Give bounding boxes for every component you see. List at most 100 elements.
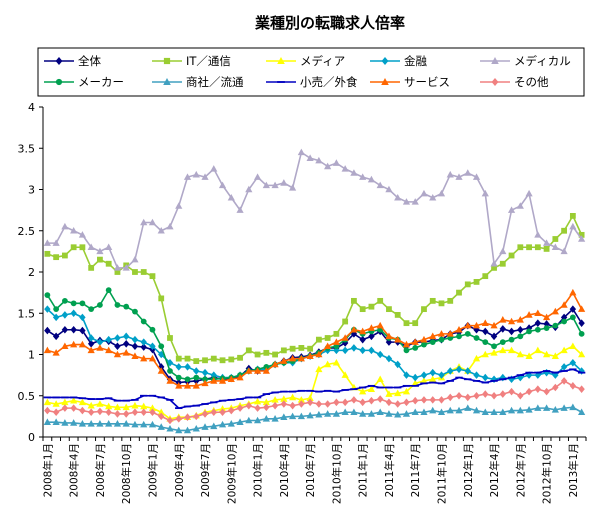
data-point <box>166 398 174 401</box>
data-point <box>551 371 560 374</box>
data-point <box>516 374 525 377</box>
data-point <box>420 396 428 404</box>
data-point <box>402 340 411 348</box>
data-point <box>508 336 515 343</box>
data-point <box>351 297 357 304</box>
data-point <box>368 303 375 310</box>
data-point <box>253 416 262 424</box>
legend-marker <box>491 78 499 86</box>
data-point <box>44 326 51 335</box>
data-point <box>350 388 358 391</box>
data-point <box>218 399 227 402</box>
data-point <box>421 306 427 313</box>
data-point <box>78 397 87 400</box>
data-point <box>472 173 481 180</box>
legend-label: メディカル <box>514 54 571 68</box>
data-point <box>402 198 411 205</box>
data-point <box>333 330 340 337</box>
data-point <box>148 218 157 226</box>
data-point <box>517 391 524 400</box>
data-point <box>412 396 419 405</box>
legend-box <box>37 47 585 97</box>
data-point <box>184 413 191 421</box>
data-point <box>437 408 446 416</box>
data-point <box>43 346 51 354</box>
data-point <box>507 376 516 379</box>
data-point <box>157 396 165 399</box>
data-point <box>157 367 165 374</box>
data-point <box>429 332 437 340</box>
data-point <box>262 393 271 395</box>
x-tick-label: 2010年4月 <box>278 443 291 497</box>
data-point <box>473 279 480 285</box>
data-point <box>412 320 419 327</box>
data-point <box>158 295 165 302</box>
data-point <box>481 189 489 197</box>
data-point <box>315 156 323 164</box>
data-point <box>140 269 147 275</box>
data-point <box>70 340 78 348</box>
data-point <box>201 173 209 180</box>
data-point <box>122 264 130 271</box>
data-point <box>569 213 576 219</box>
data-point <box>578 385 585 393</box>
data-point <box>525 311 533 318</box>
data-point <box>358 386 367 389</box>
data-point <box>446 170 454 178</box>
data-point <box>350 325 358 333</box>
data-point <box>315 410 323 418</box>
data-point <box>167 368 173 374</box>
data-point <box>359 387 367 395</box>
data-point <box>245 367 253 374</box>
data-point <box>218 405 227 412</box>
data-point <box>429 381 437 384</box>
data-point <box>157 408 165 416</box>
data-point <box>403 320 410 327</box>
data-point <box>534 319 542 327</box>
data-point <box>552 236 559 242</box>
data-point <box>87 420 95 427</box>
data-point <box>219 357 226 364</box>
data-point <box>122 349 130 356</box>
data-point <box>482 339 489 346</box>
data-point <box>53 254 60 261</box>
data-point <box>551 243 559 251</box>
data-point <box>70 404 77 412</box>
series-8 <box>43 288 586 389</box>
data-point <box>105 346 113 354</box>
data-point <box>298 345 305 351</box>
data-point <box>341 165 349 172</box>
data-point <box>499 339 506 346</box>
data-point <box>394 410 402 418</box>
data-point <box>481 381 489 384</box>
data-point <box>61 252 68 259</box>
data-point <box>61 396 69 399</box>
legend-item: サービス <box>370 75 450 89</box>
data-point <box>52 408 60 417</box>
data-point <box>516 350 524 358</box>
data-point <box>184 355 191 362</box>
data-point <box>578 330 585 337</box>
legend-marker <box>163 78 171 85</box>
data-point <box>193 367 200 375</box>
data-point <box>499 378 507 381</box>
data-point <box>376 386 384 389</box>
data-point <box>148 394 157 397</box>
data-point <box>394 335 402 343</box>
data-point <box>289 401 296 410</box>
series-7 <box>43 368 586 410</box>
data-point <box>403 371 410 379</box>
data-point <box>420 408 428 416</box>
data-point <box>542 239 551 246</box>
data-point <box>105 335 112 344</box>
data-point <box>61 342 69 350</box>
data-point <box>210 401 218 404</box>
legend-item: メディア <box>266 54 345 68</box>
x-tick-label: 2011年1月 <box>357 443 370 497</box>
data-point <box>577 371 586 374</box>
data-point <box>210 355 217 362</box>
data-point <box>245 401 253 410</box>
data-point <box>70 396 78 404</box>
data-point <box>542 313 551 321</box>
